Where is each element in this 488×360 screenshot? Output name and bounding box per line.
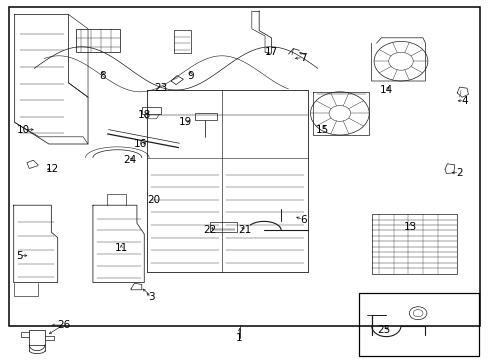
Text: 14: 14 (379, 85, 392, 95)
Text: 4: 4 (460, 96, 467, 106)
Text: 13: 13 (403, 222, 417, 232)
Bar (173, 30, 190, 53)
Text: 18: 18 (137, 110, 151, 120)
Text: 11: 11 (114, 243, 128, 253)
Text: 15: 15 (315, 125, 329, 135)
Bar (142, 107, 161, 114)
Text: 16: 16 (134, 139, 147, 149)
Bar (371, 214, 456, 274)
Bar (194, 113, 216, 120)
Bar (76, 29, 120, 52)
Text: 12: 12 (46, 164, 60, 174)
Text: 22: 22 (203, 225, 217, 235)
Text: 21: 21 (237, 225, 251, 235)
Text: 5: 5 (16, 251, 23, 261)
Text: 23: 23 (154, 83, 168, 93)
Text: 20: 20 (147, 195, 160, 205)
Text: 25: 25 (376, 325, 390, 336)
Text: 7: 7 (299, 53, 306, 63)
Text: 17: 17 (264, 47, 278, 57)
Text: 2: 2 (455, 168, 462, 178)
Text: 3: 3 (148, 292, 155, 302)
Text: 6: 6 (299, 215, 306, 225)
Text: 1: 1 (236, 333, 243, 343)
Bar (29, 330, 45, 345)
Bar (359, 293, 478, 356)
Text: 9: 9 (187, 71, 194, 81)
Text: 24: 24 (122, 155, 136, 165)
Text: 8: 8 (99, 71, 106, 81)
Text: 19: 19 (179, 117, 192, 127)
Bar (210, 222, 237, 232)
Bar (9, 7, 479, 326)
Text: 26: 26 (57, 320, 70, 330)
Text: 10: 10 (17, 125, 30, 135)
